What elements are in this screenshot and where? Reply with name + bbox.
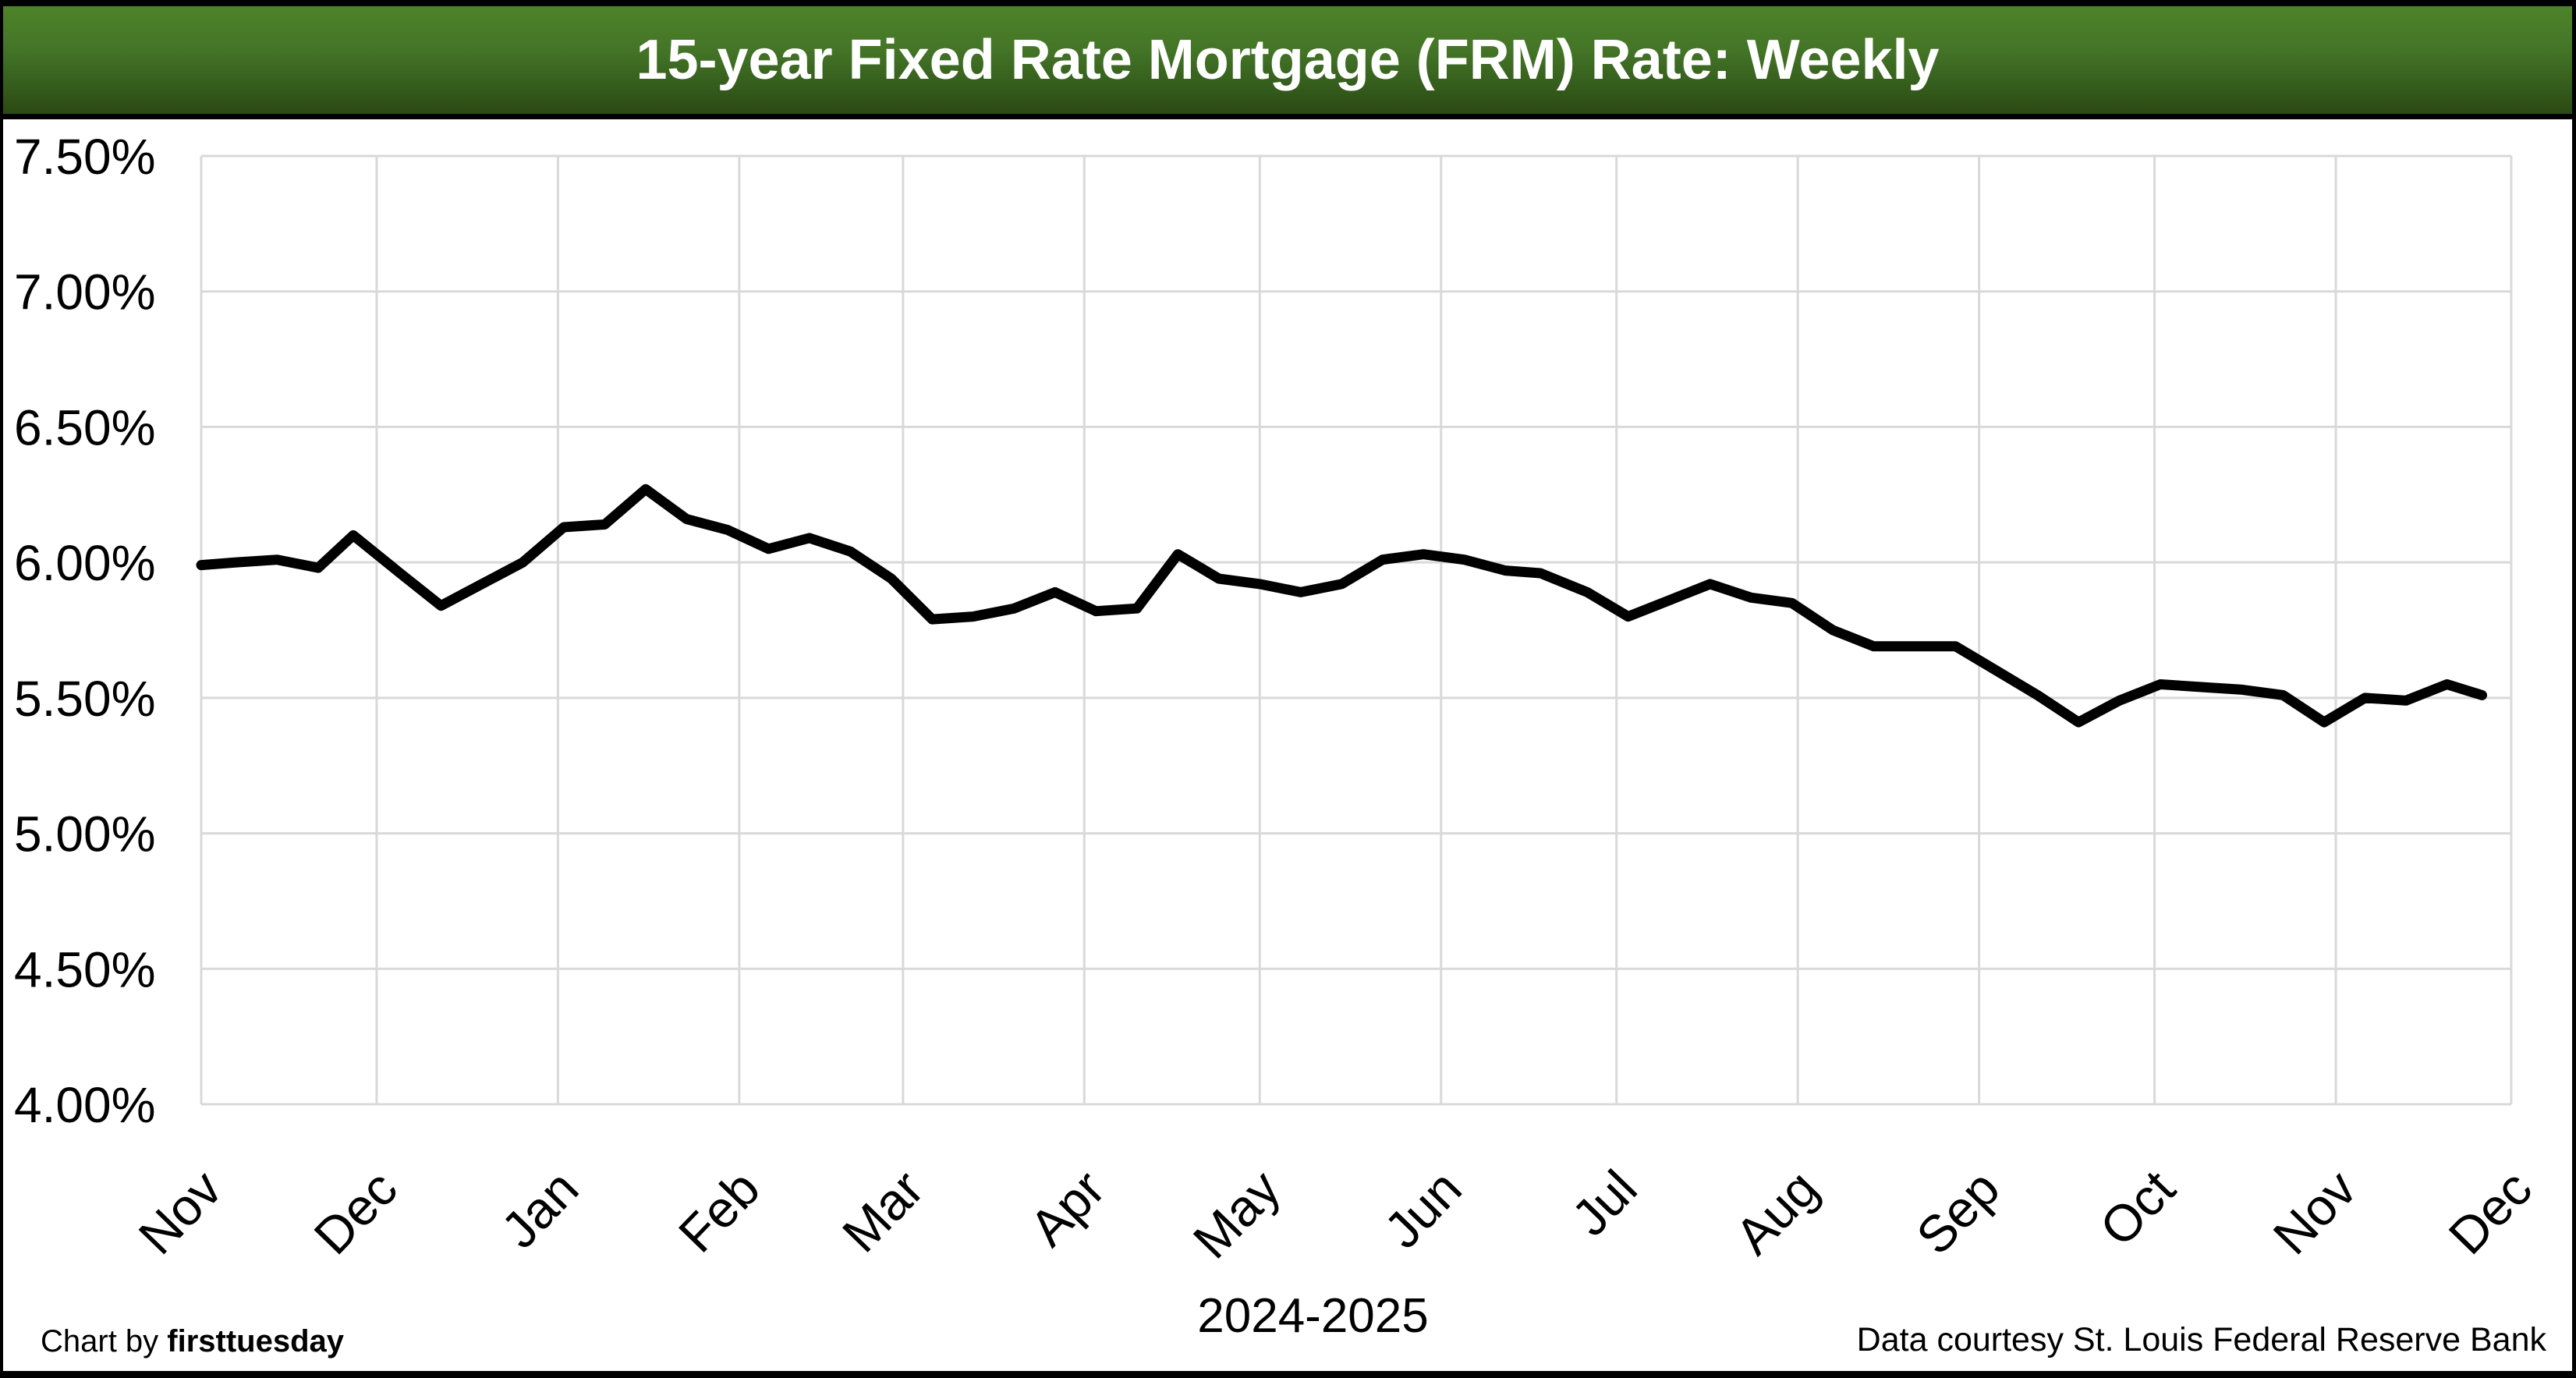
footer-data-source: Data courtesy St. Louis Federal Reserve … [1856, 1321, 2546, 1359]
footer-credit-prefix: Chart by [41, 1324, 168, 1359]
footer-credit-brand: firsttuesday [167, 1324, 345, 1359]
x-axis-tick-label: Feb [668, 1159, 771, 1263]
x-axis-tick-label: Jun [1373, 1159, 1472, 1259]
x-axis-tick-label: Dec [2437, 1159, 2542, 1265]
y-axis-tick-label: 4.50% [14, 941, 155, 997]
y-axis-tick-label: 4.00% [14, 1077, 155, 1133]
chart-title: 15-year Fixed Rate Mortgage (FRM) Rate: … [636, 29, 1940, 91]
x-axis-tick-label: Nov [2262, 1159, 2367, 1265]
y-axis-tick-label: 6.50% [14, 399, 155, 455]
page-border-right [2572, 0, 2576, 1378]
x-axis-tick-label: Jan [490, 1159, 589, 1259]
page-border-top [0, 0, 2576, 6]
footer-credit: Chart by firsttuesday [41, 1324, 344, 1359]
x-axis-tick-label: Sep [1905, 1159, 2011, 1265]
x-axis-tick-label: May [1182, 1159, 1291, 1269]
x-axis-tick-label: Aug [1724, 1159, 1829, 1265]
x-axis-tick-label: Jul [1561, 1159, 1648, 1246]
x-axis-tick-label: Nov [127, 1159, 232, 1265]
y-axis-tick-label: 7.50% [14, 129, 155, 185]
x-axis-tick-label: Oct [2089, 1159, 2186, 1256]
y-axis-tick-label: 5.00% [14, 806, 155, 863]
x-axis-tick-label: Apr [1019, 1159, 1116, 1256]
page-border-bottom [0, 1371, 2576, 1378]
x-axis-title: 2024-2025 [1197, 1289, 1429, 1343]
rate-line-series [196, 484, 2487, 728]
page-border-left [0, 0, 3, 1378]
y-axis-tick-label: 6.00% [14, 535, 155, 591]
y-axis-tick-label: 5.50% [14, 671, 155, 727]
x-axis-tick-label: Dec [303, 1159, 408, 1265]
y-axis-tick-label: 7.00% [14, 264, 155, 321]
x-axis-tick-label: Mar [831, 1159, 934, 1263]
chart-title-banner: 15-year Fixed Rate Mortgage (FRM) Rate: … [3, 6, 2572, 119]
